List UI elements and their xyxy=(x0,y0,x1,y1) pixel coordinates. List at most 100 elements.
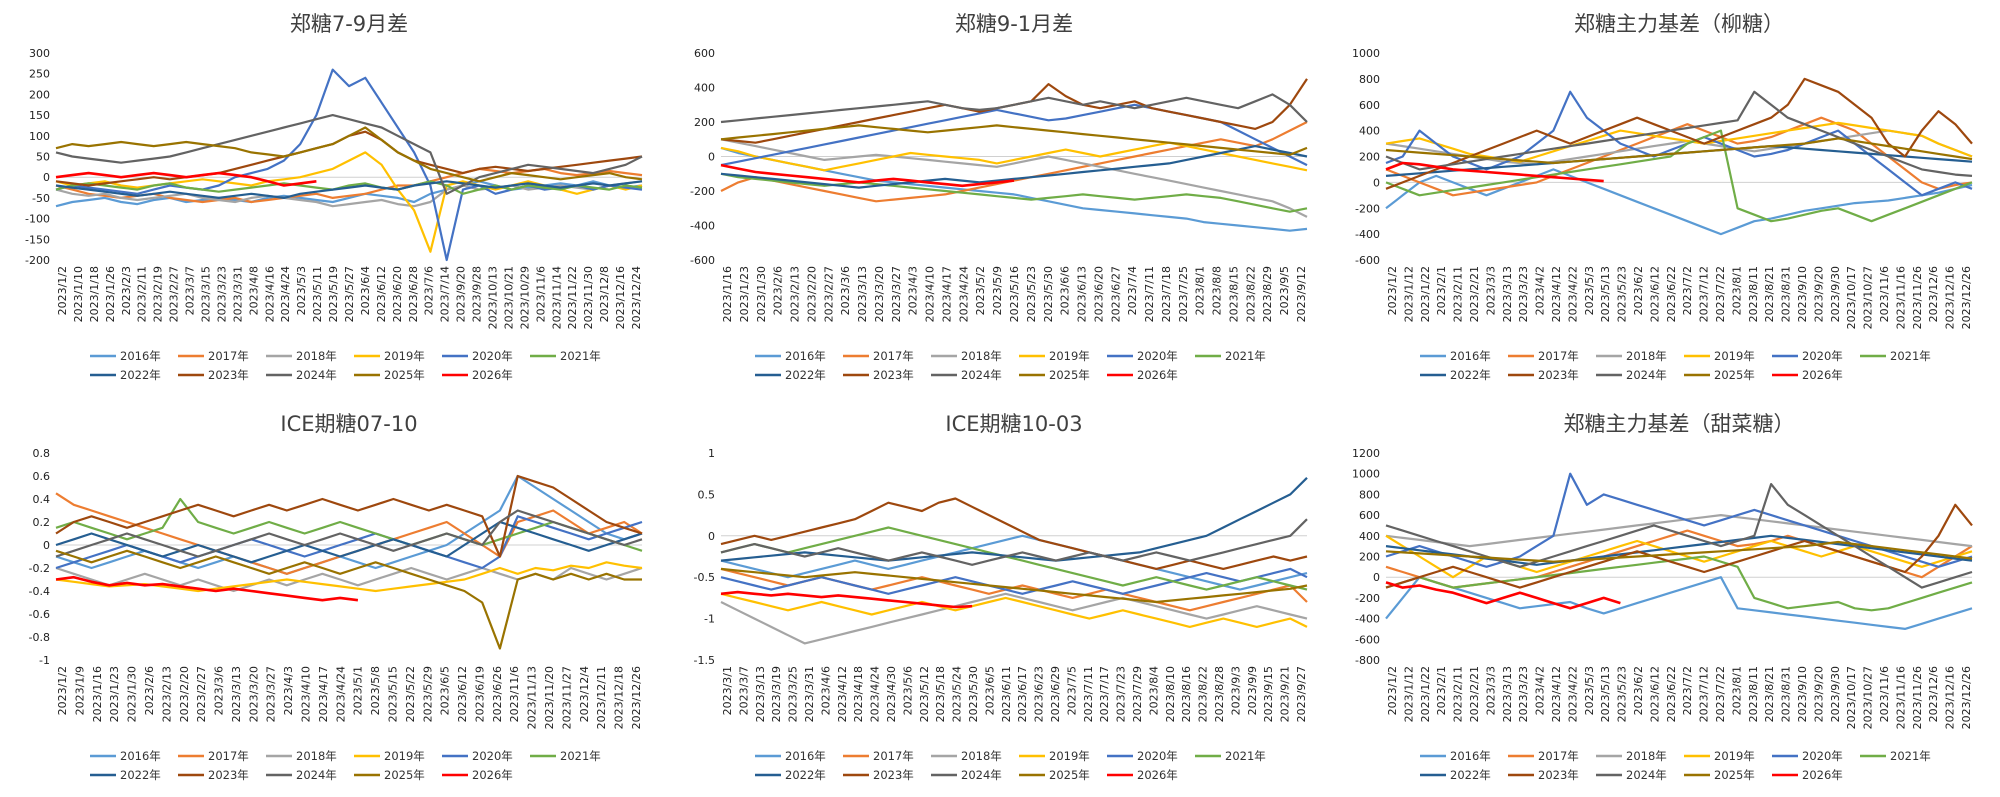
legend-label: 2018年 xyxy=(296,749,337,763)
y-tick-label: -150 xyxy=(25,233,50,246)
x-tick-label: 2023/4/12 xyxy=(1550,666,1563,722)
y-tick-label: 800 xyxy=(1359,488,1380,501)
series-line xyxy=(1385,121,1973,163)
y-tick-label: 250 xyxy=(29,68,50,81)
x-tick-label: 2023/1/30 xyxy=(126,666,139,722)
legend-label: 2018年 xyxy=(296,349,337,363)
legend-label: 2022年 xyxy=(785,768,826,782)
y-tick-label: 200 xyxy=(1359,151,1380,164)
x-tick-label: 2023/1/23 xyxy=(738,266,751,322)
y-tick-label: -0.6 xyxy=(29,608,50,621)
legend-label: 2019年 xyxy=(384,749,425,763)
x-tick-label: 2023/5/16 xyxy=(1008,266,1021,322)
legend-label: 2022年 xyxy=(1450,768,1491,782)
y-tick-label: -600 xyxy=(690,254,715,267)
x-tick-label: 2023/12/16 xyxy=(1944,666,1957,729)
y-tick-label: -200 xyxy=(25,254,50,267)
x-tick-label: 2023/1/30 xyxy=(755,266,768,322)
series-line xyxy=(55,180,643,199)
series-line xyxy=(720,163,1015,188)
x-tick-label: 2023/4/3 xyxy=(282,666,295,715)
x-tick-label: 2023/6/12 xyxy=(1648,666,1661,722)
y-tick-label: -600 xyxy=(1355,254,1380,267)
series-line xyxy=(720,141,1308,172)
x-tick-label: 2023/6/27 xyxy=(1109,266,1122,322)
x-tick-label: 2023/11/27 xyxy=(560,666,573,729)
x-tick-label: 2023/6/28 xyxy=(407,266,420,322)
x-tick-label: 2023/10/27 xyxy=(1862,266,1875,329)
x-tick-label: 2023/3/15 xyxy=(200,266,213,322)
x-tick-label: 2023/6/20 xyxy=(1092,266,1105,322)
chart-panel-2: 郑糖主力基差（柳糖） 1000 800 600 400 200 0 -200 -400 -600 2… xyxy=(1340,5,1990,395)
series-line xyxy=(55,68,643,262)
x-tick-label: 2023/3/23 xyxy=(1517,666,1530,722)
x-tick-label: 2023/12/6 xyxy=(1927,266,1940,322)
series-line xyxy=(720,567,1308,604)
x-tick-label: 2023/4/17 xyxy=(317,666,330,722)
y-tick-label: -1.5 xyxy=(694,654,715,667)
x-tick-label: 2023/2/21 xyxy=(1468,666,1481,722)
legend-label: 2018年 xyxy=(1626,349,1667,363)
y-tick-label: 100 xyxy=(29,130,50,143)
x-tick-label: 2023/3/7 xyxy=(184,266,197,315)
x-tick-label: 2023/5/8 xyxy=(369,666,382,715)
x-tick-label: 2023/2/3 xyxy=(120,266,133,315)
x-tick-label: 2023/1/18 xyxy=(88,266,101,322)
x-tick-label: 2023/5/3 xyxy=(295,266,308,315)
y-tick-label: -400 xyxy=(1355,613,1380,626)
x-tick-label: 2023/8/11 xyxy=(1747,266,1760,322)
series-line xyxy=(55,180,643,195)
x-tick-label: 2023/11/6 xyxy=(1878,266,1891,322)
x-tick-label: 2023/4/16 xyxy=(263,266,276,322)
series-line xyxy=(1385,137,1973,165)
y-tick-label: 0.8 xyxy=(33,447,51,460)
x-tick-label: 2023/7/22 xyxy=(1714,266,1727,322)
series-line xyxy=(55,171,317,187)
y-tick-label: -100 xyxy=(25,213,50,226)
x-tick-label: 2023/6/23 xyxy=(1033,666,1046,722)
y-tick-label: 0.5 xyxy=(698,488,716,501)
series-line xyxy=(1385,540,1973,563)
x-tick-label: 2023/9/10 xyxy=(1796,666,1809,722)
x-tick-label: 2023/7/17 xyxy=(1098,666,1111,722)
legend-label: 2019年 xyxy=(1714,349,1755,363)
legend-label: 2025年 xyxy=(1714,768,1755,782)
x-tick-label: 2023/8/16 xyxy=(1180,666,1193,722)
x-tick-label: 2023/3/13 xyxy=(230,666,243,722)
x-tick-label: 2023/12/8 xyxy=(598,266,611,322)
y-tick-label: 200 xyxy=(694,116,715,129)
legend-label: 2022年 xyxy=(1450,368,1491,382)
x-tick-label: 2023/4/3 xyxy=(907,266,920,315)
y-tick-label: -0.8 xyxy=(29,631,50,644)
y-tick-label: 0.2 xyxy=(33,516,51,529)
x-tick-label: 2023/4/8 xyxy=(247,266,260,315)
x-tick-label: 2023/3/19 xyxy=(770,666,783,722)
x-tick-label: 2023/2/11 xyxy=(1452,666,1465,722)
chart-panel-5: 郑糖主力基差（甜菜糖） 1200 1000 800 600 400 200 0 -200 -400… xyxy=(1340,405,1990,795)
legend-label: 2016年 xyxy=(120,349,161,363)
x-tick-label: 2023/3/23 xyxy=(1517,266,1530,322)
x-tick-label: 2023/3/13 xyxy=(1501,266,1514,322)
x-tick-label: 2023/4/18 xyxy=(852,666,865,722)
y-tick-label: 50 xyxy=(36,151,50,164)
y-tick-label: 0 xyxy=(1373,571,1380,584)
legend-label: 2018年 xyxy=(961,749,1002,763)
x-tick-label: 2023/5/11 xyxy=(311,266,324,322)
x-tick-label: 2023/4/24 xyxy=(869,666,882,722)
x-tick-label: 2023/3/7 xyxy=(737,666,750,715)
series-line xyxy=(55,474,643,558)
y-tick-label: -200 xyxy=(690,185,715,198)
x-tick-label: 2023/10/29 xyxy=(518,266,531,329)
x-tick-label: 2023/4/10 xyxy=(300,666,313,722)
x-tick-label: 2023/3/3 xyxy=(1484,266,1497,315)
x-tick-label: 2023/12/16 xyxy=(614,266,627,329)
series-line xyxy=(720,78,1308,144)
y-tick-label: -400 xyxy=(1355,228,1380,241)
x-tick-label: 2023/2/1 xyxy=(1435,266,1448,315)
x-tick-label: 2023/6/13 xyxy=(1076,266,1089,322)
x-tick-label: 2023/12/11 xyxy=(595,666,608,729)
y-tick-label: 1000 xyxy=(1352,468,1380,481)
x-tick-label: 2023/12/16 xyxy=(1944,266,1957,329)
x-tick-label: 2023/8/1 xyxy=(1730,266,1743,315)
legend-label: 2016年 xyxy=(785,349,826,363)
